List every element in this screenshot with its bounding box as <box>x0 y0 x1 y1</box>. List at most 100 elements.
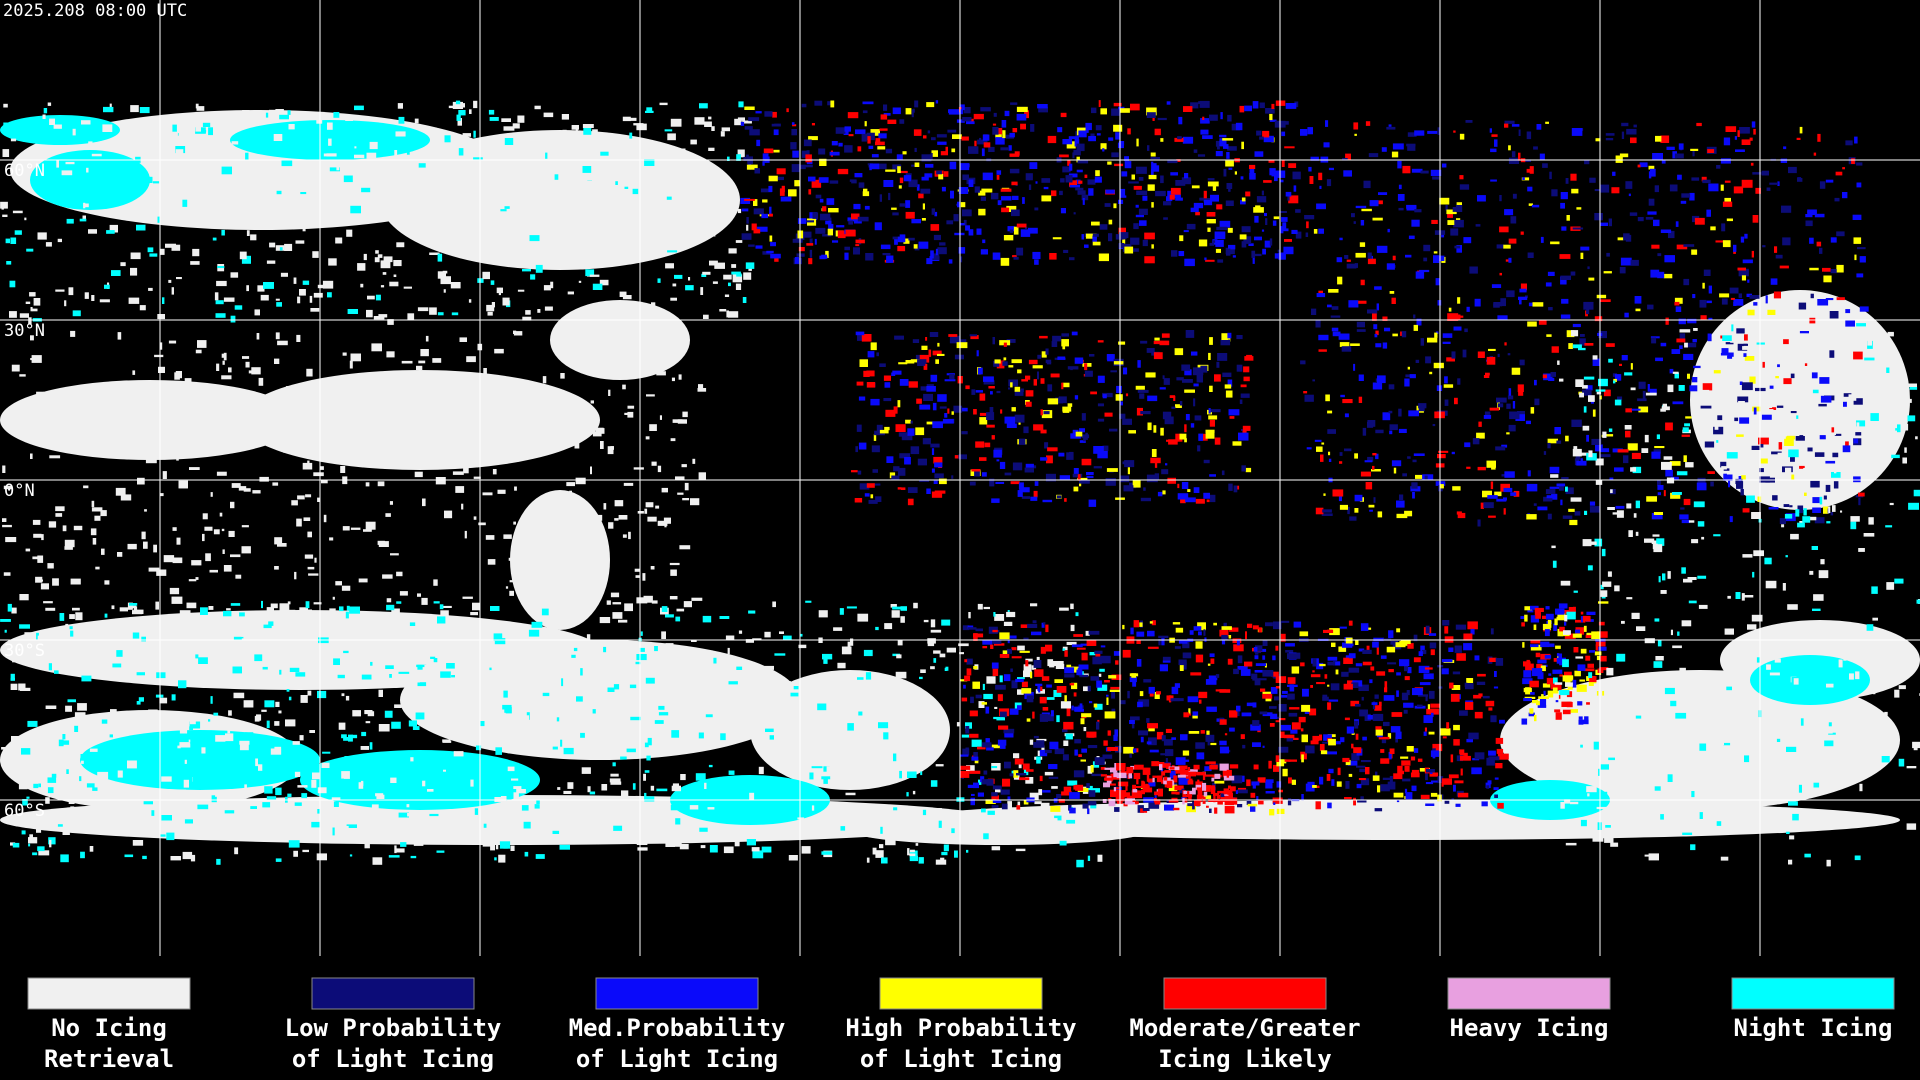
cloud-pixel <box>216 363 220 371</box>
cloud-pixel <box>408 720 417 727</box>
cloud-pixel <box>1393 773 1403 780</box>
cloud-pixel <box>1386 646 1396 653</box>
cloud-pixel <box>622 373 629 380</box>
cloud-pixel <box>1000 147 1010 151</box>
cloud-pixel <box>1331 779 1335 786</box>
cloud-pixel <box>399 214 408 221</box>
cloud-pixel <box>387 651 392 657</box>
cloud-pixel <box>585 356 589 364</box>
cloud-pixel <box>1418 665 1430 673</box>
cloud-pixel <box>667 250 678 253</box>
cloud-pixel <box>380 260 391 269</box>
cloud-pixel <box>1233 485 1238 493</box>
cloud-pixel <box>872 847 877 855</box>
cloud-pixel <box>599 279 609 286</box>
cloud-pixel <box>702 271 711 275</box>
cloud-pixel <box>1783 378 1792 385</box>
cloud-pixel <box>857 613 869 622</box>
cloud-pixel <box>1483 415 1492 419</box>
cloud-pixel <box>1195 784 1202 790</box>
cloud-pixel <box>1109 689 1120 692</box>
cloud-pixel <box>960 223 965 226</box>
cloud-pixel <box>1387 662 1397 665</box>
cloud-pixel <box>822 653 833 660</box>
cloud-pixel <box>1248 243 1254 246</box>
cloud-pixel <box>1623 233 1630 241</box>
cloud-pixel <box>1214 437 1221 445</box>
cloud-pixel <box>1144 232 1155 240</box>
cloud-pixel <box>294 571 297 580</box>
cloud-pixel <box>644 508 648 514</box>
cloud-pixel <box>832 240 839 243</box>
cloud-pixel <box>1132 680 1137 687</box>
cloud-pixel <box>1038 789 1043 796</box>
cloud-pixel <box>97 771 109 780</box>
cloud-pixel <box>1029 162 1038 169</box>
cloud-pixel <box>1062 382 1070 388</box>
cloud-pixel <box>951 828 955 834</box>
cloud-pixel <box>1561 477 1569 480</box>
cloud-pixel <box>32 519 41 525</box>
cloud-pixel <box>183 449 192 453</box>
cloud-pixel <box>1066 708 1071 717</box>
cloud-pixel <box>980 196 986 201</box>
cloud-pixel <box>1129 753 1132 758</box>
cloud-pixel <box>127 396 132 400</box>
cloud-pixel <box>976 228 982 235</box>
cloud-pixel <box>1435 278 1440 286</box>
cloud-pixel <box>1251 781 1260 786</box>
cloud-pixel <box>1425 356 1432 364</box>
cloud-pixel <box>316 119 323 124</box>
cloud-pixel <box>519 528 529 531</box>
cloud-pixel <box>1405 374 1413 378</box>
cloud-pixel <box>299 607 308 615</box>
cloud-pixel <box>279 247 283 251</box>
cloud-pixel <box>1638 406 1649 413</box>
cloud-pixel <box>88 141 93 147</box>
cloud-pixel <box>1512 401 1516 409</box>
cloud-pixel <box>228 710 232 716</box>
cloud-pixel <box>414 471 423 478</box>
cloud-pixel <box>1459 710 1468 716</box>
cloud-pixel <box>1166 780 1173 788</box>
cloud-pixel <box>991 498 1000 503</box>
cloud-pixel <box>386 604 395 611</box>
cloud-pixel <box>12 842 20 848</box>
cloud-pixel <box>961 697 968 702</box>
cloud-pixel <box>701 273 707 277</box>
cloud-pixel <box>1551 189 1558 197</box>
cloud-pixel <box>37 635 48 641</box>
cloud-pixel <box>1675 221 1679 227</box>
cloud-pixel <box>1060 701 1071 709</box>
cloud-pixel <box>1002 778 1011 787</box>
cloud-pixel <box>981 148 985 157</box>
cloud-pixel <box>1831 427 1835 433</box>
cloud-pixel <box>943 844 949 852</box>
cloud-pixel <box>1129 720 1135 724</box>
cloud-pixel <box>624 603 633 612</box>
cloud-pixel <box>1093 703 1098 708</box>
cloud-pixel <box>999 675 1003 683</box>
cloud-pixel <box>1762 245 1766 248</box>
cloud-pixel <box>1444 376 1448 384</box>
cloud-pixel <box>1130 765 1137 770</box>
cloud-pixel <box>1407 667 1412 674</box>
cloud-pixel <box>317 284 329 289</box>
cloud-pixel <box>207 422 217 430</box>
cloud-pixel <box>1499 719 1505 724</box>
cloud-pixel <box>442 739 451 743</box>
cloud-pixel <box>81 120 91 125</box>
cloud-pixel <box>992 127 999 135</box>
cloud-pixel <box>1130 627 1134 635</box>
cloud-pixel <box>544 306 553 311</box>
cloud-pixel <box>1102 148 1105 152</box>
cloud-pixel <box>1217 790 1228 794</box>
cloud-pixel <box>1098 253 1109 262</box>
cloud-pixel <box>661 606 668 612</box>
cloud-pixel <box>494 857 497 861</box>
cloud-pixel <box>1269 113 1273 121</box>
cloud-pixel <box>230 315 236 323</box>
cloud-pixel <box>927 642 935 647</box>
cloud-pixel <box>1185 414 1190 421</box>
cloud-pixel <box>1044 749 1052 754</box>
